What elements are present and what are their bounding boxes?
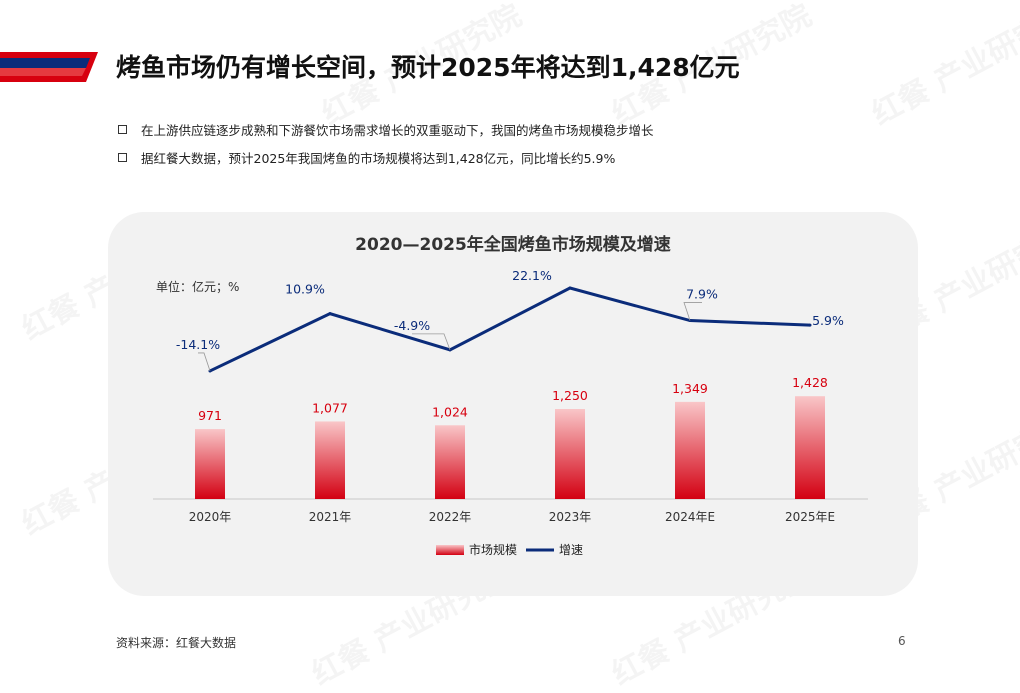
legend-label-market-size: 市场规模 (469, 542, 517, 557)
bar-value-label: 971 (198, 408, 222, 423)
chart-panel: 2020—2025年全国烤鱼市场规模及增速 单位：亿元；% 971 1,077 1,… (108, 212, 918, 596)
source-note: 资料来源：红餐大数据 (116, 636, 237, 650)
bar (555, 409, 585, 499)
bar (435, 425, 465, 499)
bar (795, 396, 825, 499)
x-tick-label: 2021年 (309, 510, 352, 524)
legend-swatch-market-size (436, 545, 464, 555)
bar (315, 421, 345, 499)
bullet-text: 在上游供应链逐步成熟和下游餐饮市场需求增长的双重驱动下，我国的烤鱼市场规模稳步增… (141, 122, 654, 138)
bullet-text: 据红餐大数据，预计2025年我国烤鱼的市场规模将达到1,428亿元，同比增长约5… (141, 150, 616, 166)
label-leader-line (683, 302, 702, 321)
growth-value-label: 7.9% (686, 287, 718, 302)
title-accent-bar (0, 52, 98, 82)
growth-point (808, 323, 812, 327)
bar-value-label: 1,349 (672, 381, 708, 396)
growth-value-label: 5.9% (812, 313, 844, 328)
legend-label-growth: 增速 (559, 543, 583, 557)
bullet-item: 在上游供应链逐步成熟和下游餐饮市场需求增长的双重驱动下，我国的烤鱼市场规模稳步增… (118, 120, 654, 138)
square-bullet-icon (118, 124, 127, 134)
growth-point (328, 312, 332, 316)
x-tick-label: 2025年E (785, 510, 835, 524)
growth-point (568, 286, 572, 290)
page-title: 烤鱼市场仍有增长空间，预计2025年将达到1,428亿元 (116, 53, 740, 82)
square-bullet-icon (118, 152, 127, 162)
market-size-chart: 2020—2025年全国烤鱼市场规模及增速 单位：亿元；% 971 1,077 1,… (153, 234, 868, 557)
label-leader-line (412, 333, 451, 351)
bar (675, 401, 705, 499)
legend: 市场规模 增速 (436, 542, 583, 557)
bar-value-label: 1,077 (312, 400, 348, 415)
watermark: 红餐 产业研究院 (863, 0, 1020, 133)
bullet-item: 据红餐大数据，预计2025年我国烤鱼的市场规模将达到1,428亿元，同比增长约5… (118, 148, 654, 166)
x-tick-label: 2022年 (429, 510, 472, 524)
page-number: 6 (898, 634, 906, 648)
unit-label: 单位：亿元；% (156, 279, 239, 294)
bar-value-label: 1,024 (432, 404, 468, 419)
growth-value-label: -14.1% (176, 337, 220, 352)
bar-value-label: 1,250 (552, 388, 588, 403)
growth-line (209, 286, 811, 373)
bar (195, 429, 225, 499)
growth-value-label: 10.9% (285, 282, 325, 297)
x-tick-label: 2023年 (549, 510, 592, 524)
label-leader-line (198, 352, 211, 372)
bar-value-label: 1,428 (792, 375, 828, 390)
x-tick-label: 2024年E (665, 510, 715, 524)
x-tick-label: 2020年 (189, 510, 232, 524)
bullet-list: 在上游供应链逐步成熟和下游餐饮市场需求增长的双重驱动下，我国的烤鱼市场规模稳步增… (118, 120, 654, 176)
chart-title: 2020—2025年全国烤鱼市场规模及增速 (355, 234, 671, 255)
growth-value-label: 22.1% (512, 268, 552, 283)
growth-value-label: -4.9% (394, 318, 430, 333)
